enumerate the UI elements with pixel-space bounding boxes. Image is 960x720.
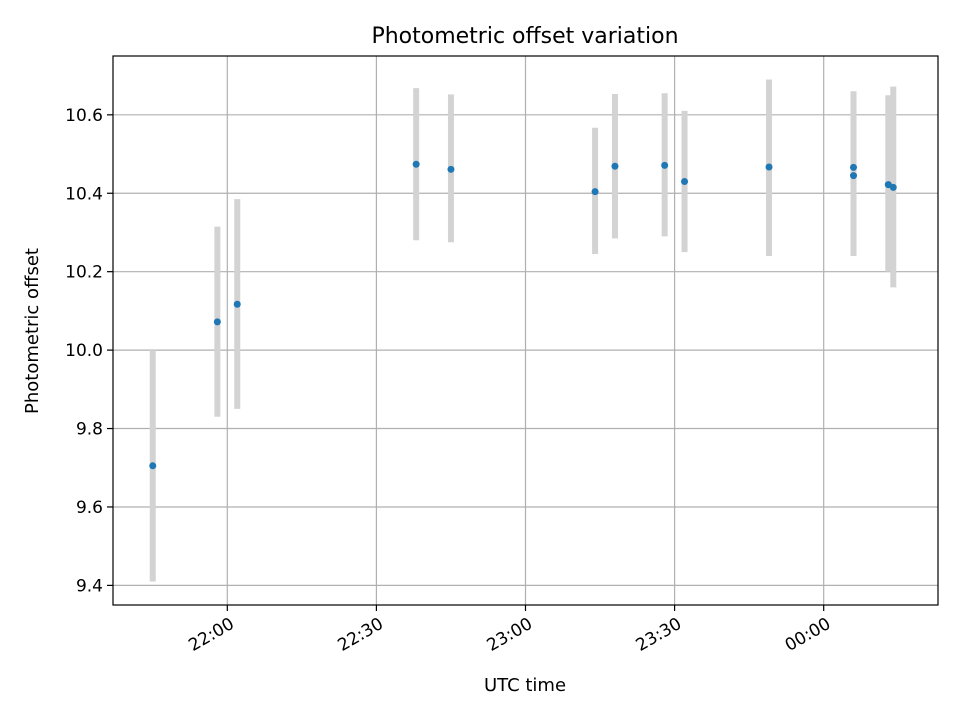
- y-tick-label: 10.6: [65, 106, 103, 126]
- data-point: [213, 318, 221, 326]
- data-point: [233, 300, 241, 308]
- data-point: [591, 188, 599, 196]
- chart-title: Photometric offset variation: [371, 24, 678, 49]
- y-tick-label: 9.4: [76, 576, 103, 596]
- y-axis-label: Photometric offset: [22, 248, 43, 414]
- data-points: [149, 160, 897, 470]
- x-axis-label: UTC time: [484, 675, 566, 696]
- data-point: [850, 163, 858, 171]
- data-point: [661, 161, 669, 169]
- data-point: [889, 183, 897, 191]
- data-point: [149, 462, 157, 470]
- data-point: [611, 162, 619, 170]
- y-tick-label: 9.6: [76, 498, 103, 518]
- data-point: [681, 177, 689, 185]
- y-tick-label: 10.2: [65, 263, 103, 283]
- data-point: [850, 172, 858, 180]
- y-axis-ticks: 9.4 9.6 9.8 10.0 10.2 10.4 10.6: [65, 106, 113, 596]
- grid-lines: [113, 56, 938, 605]
- y-tick-label: 9.8: [76, 420, 103, 440]
- y-tick-label: 10.0: [65, 341, 103, 361]
- data-point: [447, 165, 455, 173]
- y-tick-label: 10.4: [65, 184, 103, 204]
- data-point: [412, 160, 420, 168]
- data-point: [765, 163, 773, 171]
